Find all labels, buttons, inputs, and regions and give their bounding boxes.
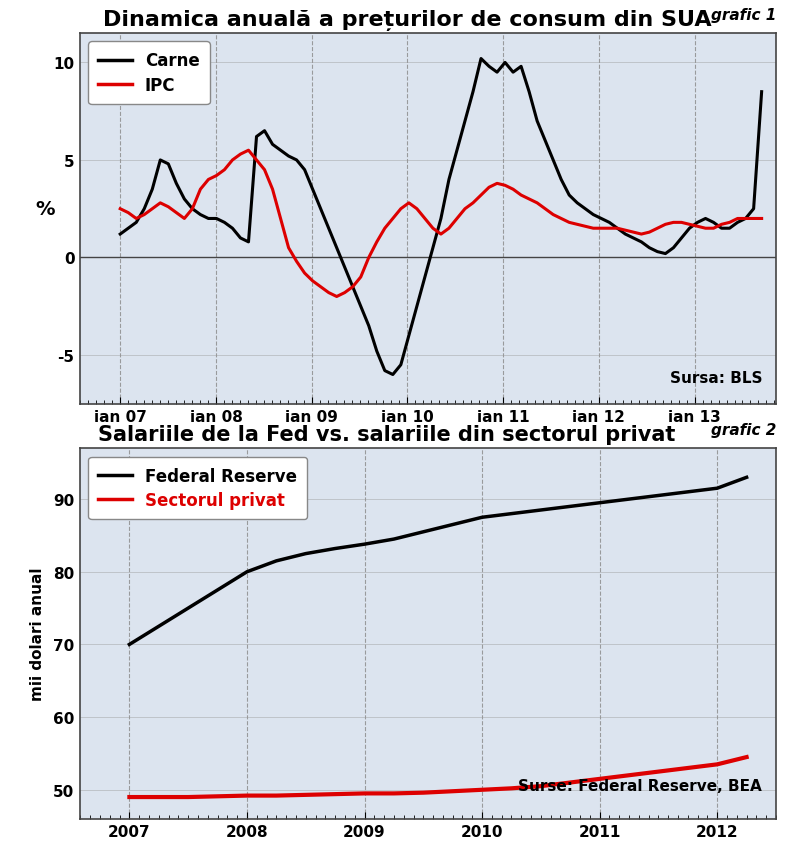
Y-axis label: %: %: [35, 200, 54, 219]
Y-axis label: mii dolari anual: mii dolari anual: [30, 567, 45, 700]
Title: Dinamica anuală a prețurilor de consum din SUA: Dinamica anuală a prețurilor de consum d…: [103, 10, 711, 31]
Title: Salariile de la Fed vs. salariile din sectorul privat: Salariile de la Fed vs. salariile din se…: [98, 425, 675, 444]
Legend: Federal Reserve, Sectorul privat: Federal Reserve, Sectorul privat: [88, 457, 307, 519]
Legend: Carne, IPC: Carne, IPC: [88, 43, 210, 105]
Text: Surse: Federal Reserve, BEA: Surse: Federal Reserve, BEA: [518, 778, 762, 793]
Text: grafic 1: grafic 1: [710, 8, 776, 23]
Text: Sursa: BLS: Sursa: BLS: [670, 371, 762, 386]
Text: grafic 2: grafic 2: [710, 422, 776, 438]
